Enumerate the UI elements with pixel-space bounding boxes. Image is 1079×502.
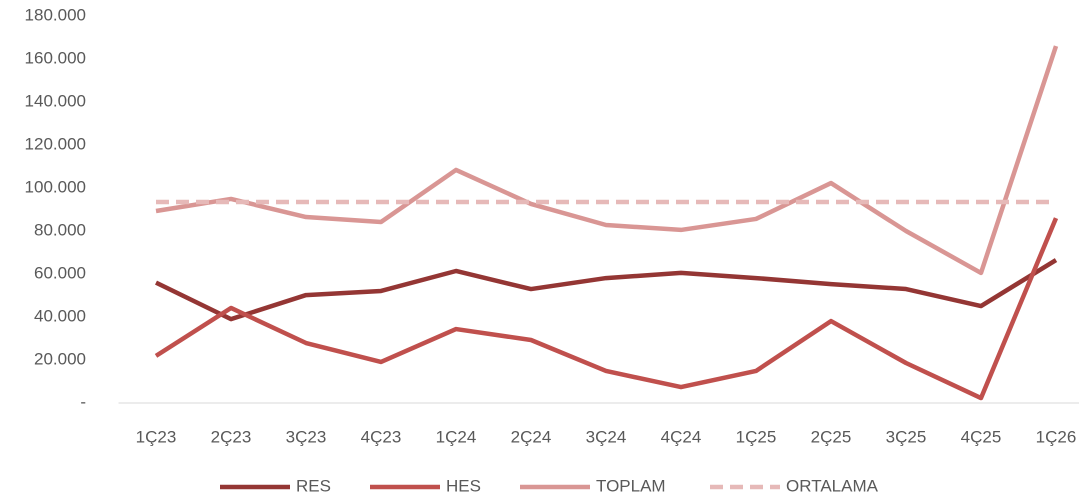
y-tick-label: - bbox=[80, 392, 86, 411]
x-tick-label: 1Ç25 bbox=[736, 427, 777, 446]
x-tick-label: 1Ç23 bbox=[136, 427, 177, 446]
y-tick-label: 100.000 bbox=[25, 177, 86, 196]
series-line bbox=[155, 45, 1059, 276]
x-tick-label: 1Ç24 bbox=[436, 427, 477, 446]
y-tick-label: 180.000 bbox=[25, 5, 86, 24]
x-tick-label: 2Ç24 bbox=[511, 427, 552, 446]
x-tick-label: 1Ç26 bbox=[1036, 427, 1077, 446]
x-tick-label: 4Ç23 bbox=[361, 427, 402, 446]
legend-label: TOPLAM bbox=[596, 476, 666, 495]
series-line bbox=[155, 258, 1058, 322]
y-tick-label: 40.000 bbox=[34, 306, 86, 325]
x-tick-label: 3Ç23 bbox=[286, 427, 327, 446]
legend-label: RES bbox=[296, 476, 331, 495]
y-tick-label: 140.000 bbox=[25, 91, 86, 110]
y-tick-label: 60.000 bbox=[34, 263, 86, 282]
legend-label: HES bbox=[446, 476, 481, 495]
legend-label: ORTALAMA bbox=[786, 476, 879, 495]
x-tick-label: 2Ç25 bbox=[811, 427, 852, 446]
x-tick-label: 4Ç25 bbox=[961, 427, 1002, 446]
y-tick-label: 160.000 bbox=[25, 48, 86, 67]
x-tick-label: 3Ç25 bbox=[886, 427, 927, 446]
y-tick-label: 80.000 bbox=[34, 220, 86, 239]
series-line bbox=[154, 217, 1059, 401]
x-tick-label: 4Ç24 bbox=[661, 427, 702, 446]
y-tick-label: 120.000 bbox=[25, 134, 86, 153]
x-tick-label: 3Ç24 bbox=[586, 427, 627, 446]
x-tick-label: 2Ç23 bbox=[211, 427, 252, 446]
y-tick-label: 20.000 bbox=[34, 349, 86, 368]
